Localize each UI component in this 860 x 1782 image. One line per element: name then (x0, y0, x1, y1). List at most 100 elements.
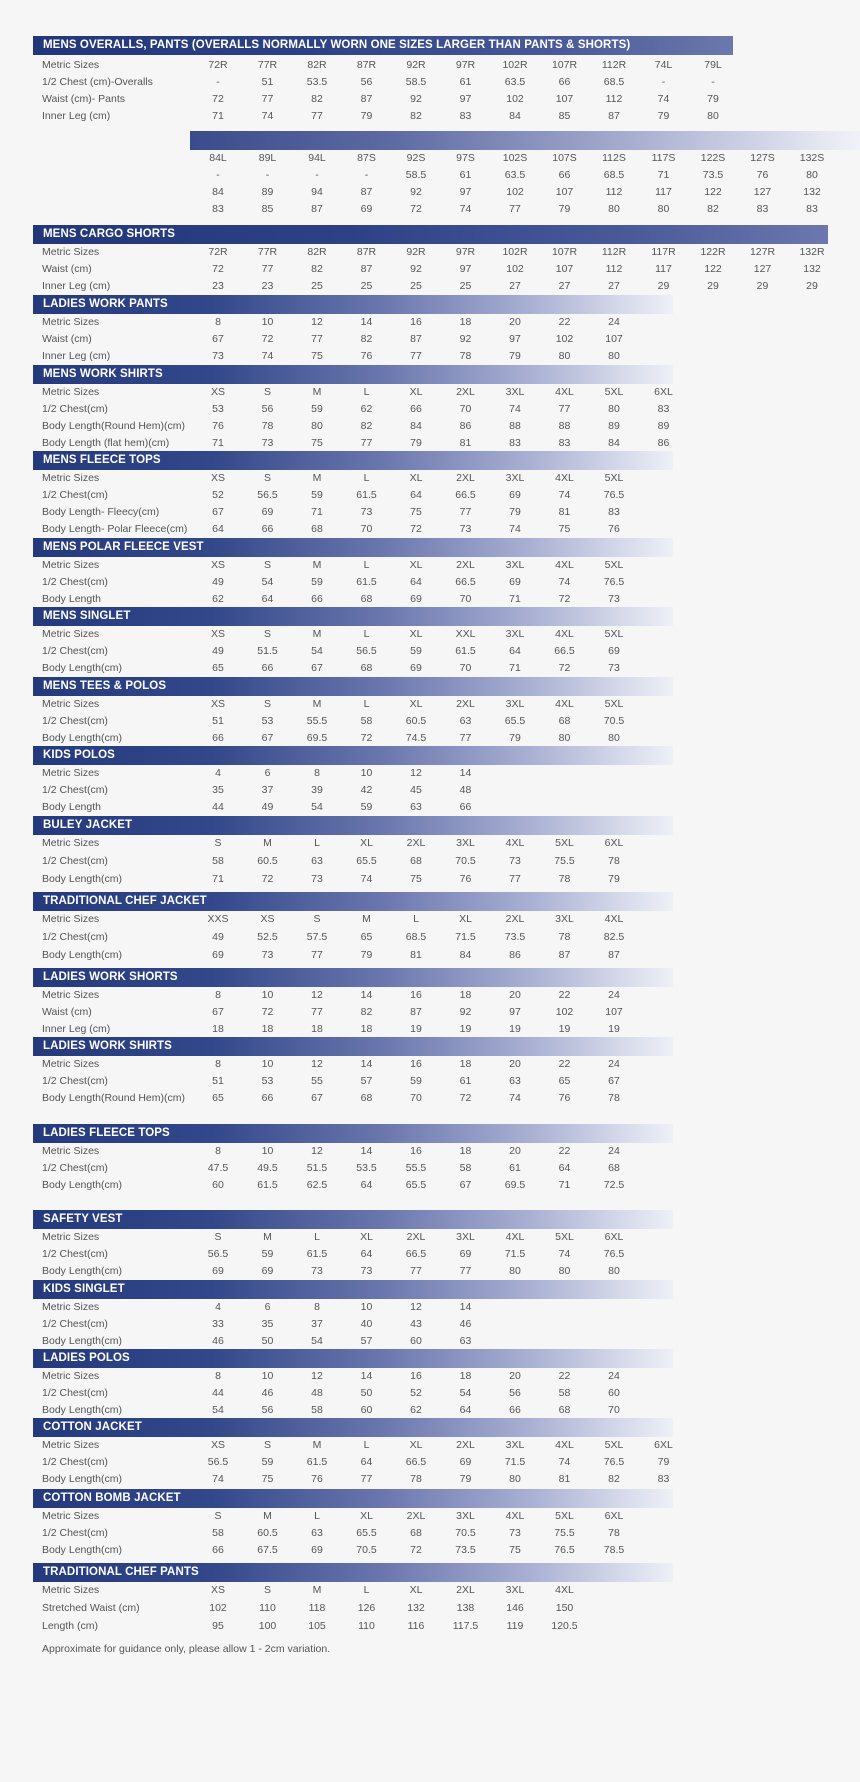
size-value: 68 (410, 855, 422, 867)
size-value: 67.5 (257, 1544, 278, 1556)
size-value: XL (360, 837, 373, 849)
size-value: 122R (700, 246, 726, 258)
size-value: - (265, 169, 270, 181)
size-value: 72 (410, 523, 422, 535)
size-value: 64 (360, 1248, 373, 1260)
table-row: Metric Sizes XS S M L XL 2XL 3XL 4XL 5XL (0, 696, 860, 713)
size-value: 12 (410, 1301, 422, 1313)
size-value: 68 (360, 1092, 373, 1104)
size-value: 102 (555, 333, 574, 345)
size-value: 71 (657, 169, 670, 181)
size-value: 64 (410, 576, 422, 588)
size-value: 69.5 (306, 732, 328, 744)
size-value: 59 (360, 801, 373, 813)
size-value: 97R (455, 59, 476, 71)
size-value: 67 (311, 1092, 323, 1104)
size-value: 66.5 (455, 576, 476, 588)
size-value: 2XL (406, 837, 426, 849)
size-value: 5XL (604, 698, 624, 710)
size-value: 76.5 (603, 489, 625, 501)
size-value: XS (210, 1584, 225, 1596)
size-value: 5XL (604, 628, 624, 640)
size-value: 5XL (555, 837, 574, 849)
size-value: 76 (608, 523, 620, 535)
size-value: M (312, 628, 322, 640)
size-value: 78 (459, 350, 472, 362)
size-value: 44 (212, 801, 224, 813)
size-value: 62 (212, 593, 224, 605)
size-value: XL (360, 1231, 373, 1243)
size-value: 53.5 (356, 1162, 377, 1174)
size-value: 18 (459, 1145, 472, 1157)
size-value: 76 (212, 420, 224, 432)
size-value: 47.5 (207, 1162, 229, 1174)
size-value: XS (260, 913, 275, 925)
size-value: XL (409, 472, 423, 484)
size-value: 51 (212, 1075, 224, 1087)
size-value: 14 (360, 1058, 373, 1070)
size-value: 12 (311, 989, 323, 1001)
size-value: 107 (605, 333, 623, 345)
size-value: 69 (261, 1265, 274, 1277)
size-value: 87 (360, 263, 373, 275)
size-value: 55 (311, 1075, 323, 1087)
size-value: 126 (357, 1602, 376, 1614)
size-value: 73 (608, 593, 620, 605)
size-value: 70 (459, 403, 472, 415)
size-value: 80 (558, 350, 571, 362)
size-value: 64 (360, 1179, 373, 1191)
size-value: 132 (407, 1602, 425, 1614)
size-value: 72.5 (603, 1179, 625, 1191)
size-value: 72 (410, 1544, 422, 1556)
size-value: 63.5 (504, 169, 526, 181)
size-value: 14 (360, 316, 373, 328)
size-value: 69 (212, 949, 224, 961)
row-label: Body Length(cm) (42, 1473, 122, 1485)
table-row: Body Length 44 49 54 59 63 66 (0, 799, 860, 816)
size-value: 18 (311, 1023, 323, 1035)
size-value: 78 (558, 931, 571, 943)
size-value: 48 (311, 1387, 323, 1399)
size-value: 74 (558, 489, 571, 501)
table-row: Metric Sizes 8 10 12 14 16 18 20 22 24 (0, 1056, 860, 1073)
size-value: 70.5 (356, 1544, 377, 1556)
size-value: 74 (509, 403, 521, 415)
size-value: M (312, 386, 322, 398)
table-row: Body Length(Round Hem)(cm) 76 78 80 82 84 86 88… (0, 418, 860, 435)
size-value: 24 (608, 1058, 620, 1070)
size-value: 73 (360, 1265, 373, 1277)
size-value: 119 (506, 1620, 524, 1632)
size-value: 29 (806, 280, 818, 292)
size-value: 87 (410, 333, 422, 345)
size-value: 56.5 (257, 489, 278, 501)
size-value: 107 (555, 93, 574, 105)
size-value: 66 (261, 662, 274, 674)
table-row: 1/2 Chest(cm) 56.5 59 61.5 64 66.5 69 71.5 74 76.… (0, 1246, 860, 1263)
size-value: 82R (307, 59, 327, 71)
size-value: 54 (311, 1335, 323, 1347)
size-value: 22 (558, 1370, 571, 1382)
size-value: 61.5 (356, 576, 377, 588)
size-value: 60.5 (257, 855, 278, 867)
size-value: 59 (261, 1248, 274, 1260)
size-value: 3XL (505, 698, 525, 710)
size-value: 79 (608, 873, 620, 885)
row-label: Metric Sizes (42, 1370, 100, 1382)
size-value: 112R (601, 246, 627, 258)
size-value: 112 (605, 93, 623, 105)
size-value: 20 (509, 1058, 521, 1070)
table-row: Metric Sizes 4 6 8 10 12 14 (0, 765, 860, 782)
size-value: 80 (558, 1265, 571, 1277)
size-value: 78.5 (603, 1544, 625, 1556)
size-value: 39 (311, 784, 323, 796)
size-value: 73 (509, 1527, 521, 1539)
size-value: 102 (555, 1006, 574, 1018)
size-value: 57 (360, 1335, 373, 1347)
size-value: 87 (360, 93, 373, 105)
size-value: 60.5 (405, 715, 427, 727)
size-value: 65 (558, 1075, 571, 1087)
size-value: 72 (261, 873, 274, 885)
size-value: 76 (311, 1473, 323, 1485)
size-value: XS (210, 698, 225, 710)
size-value: 92S (406, 152, 426, 164)
